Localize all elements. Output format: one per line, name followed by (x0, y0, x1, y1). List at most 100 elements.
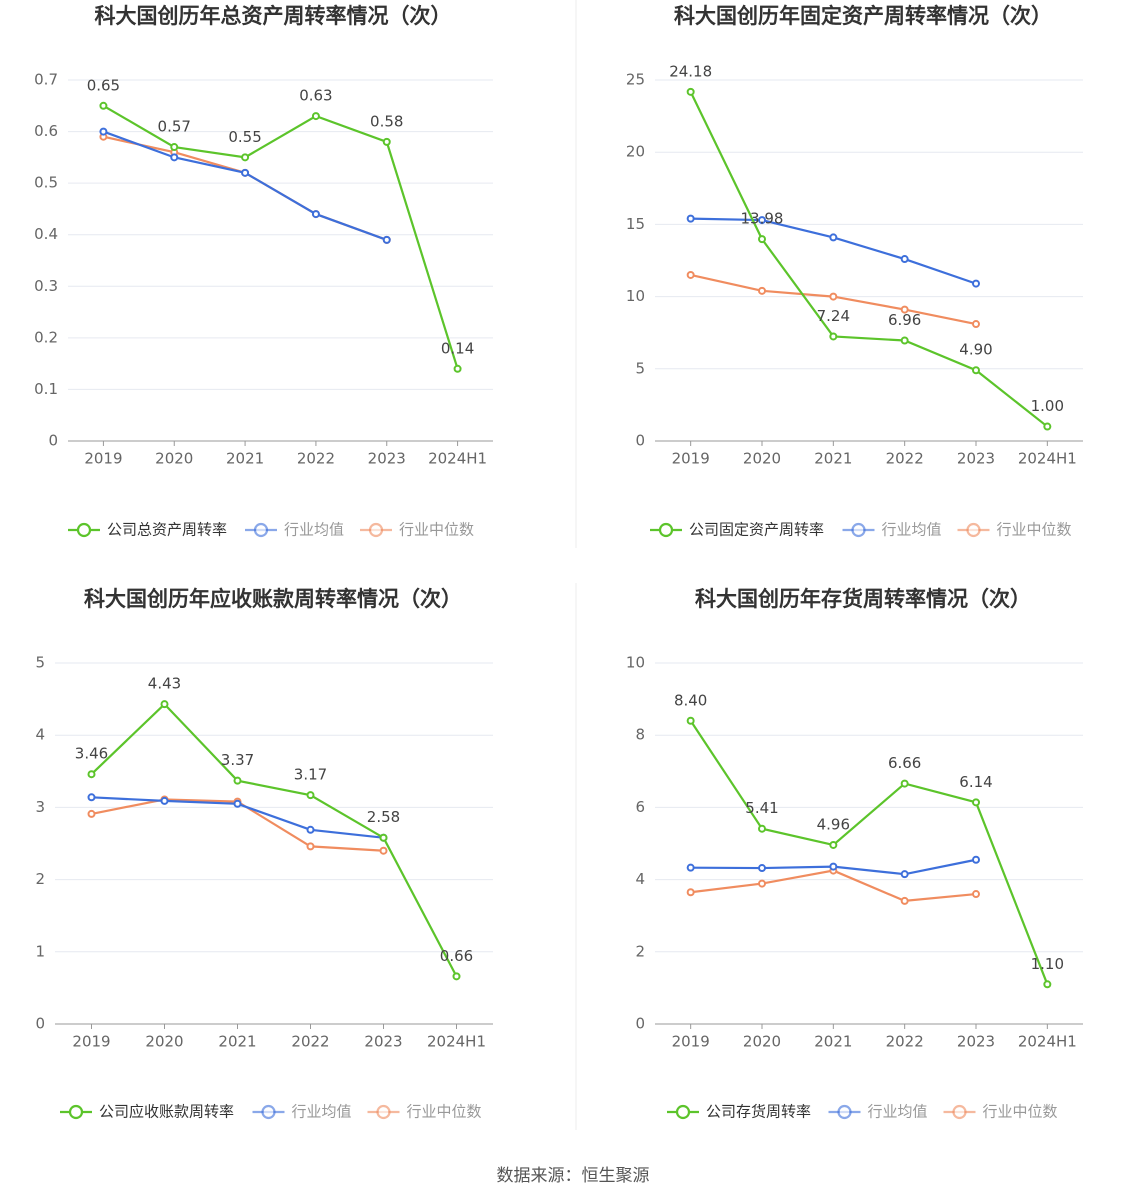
x-tick-label: 2019 (84, 450, 122, 468)
point (241, 153, 250, 162)
series-line (690, 217, 977, 285)
point (233, 799, 242, 808)
chart-title: 科大国创历年固定资产周转率情况（次） (674, 4, 1052, 28)
x-tick-label: 2019 (72, 1033, 110, 1051)
x-tick-label: 2024H1 (428, 450, 487, 468)
legend-label: 公司存货周转率 (706, 1103, 811, 1121)
data-label: 7.24 (817, 307, 850, 325)
point (99, 101, 108, 110)
series-line (689, 91, 1049, 428)
point (379, 833, 388, 842)
point (241, 168, 250, 177)
y-tick-label: 5 (35, 654, 45, 672)
x-tick-label: 2021 (814, 1033, 852, 1051)
series-line (690, 869, 977, 903)
x-tick-label: 2022 (291, 1033, 329, 1051)
point (972, 320, 980, 329)
y-tick-label: 15 (626, 215, 645, 233)
point (900, 779, 909, 788)
x-tick-label: 2024H1 (427, 1033, 486, 1051)
y-tick-label: 10 (626, 654, 645, 672)
legend-marker (837, 1104, 852, 1120)
point (900, 870, 909, 879)
series-line (90, 702, 458, 977)
x-tick-label: 2022 (297, 450, 335, 468)
x-tick-label: 2020 (145, 1033, 183, 1051)
data-label: 6.96 (888, 311, 921, 329)
data-label: 0.65 (87, 76, 120, 94)
source: 数据来源：恒生聚源 (497, 1166, 650, 1186)
point (758, 824, 766, 833)
point (382, 235, 391, 244)
data-label: 3.17 (294, 766, 327, 784)
legend-marker (851, 522, 866, 538)
x-tick-label: 2021 (814, 450, 852, 468)
y-tick-label: 2 (635, 942, 645, 960)
legend-label: 公司应收账款周转率 (99, 1103, 234, 1121)
point (758, 286, 766, 295)
point (829, 862, 838, 871)
data-label: 0.58 (370, 112, 403, 130)
legend-label: 行业中位数 (983, 1103, 1058, 1121)
y-tick-label: 0.6 (34, 122, 58, 140)
point (160, 796, 169, 805)
point (311, 112, 320, 121)
data-label: 4.90 (959, 341, 992, 359)
x-tick-label: 2024H1 (1018, 450, 1077, 468)
data-label: 8.40 (674, 691, 707, 709)
point (160, 700, 169, 709)
point (170, 143, 179, 152)
y-tick-label: 0.1 (34, 380, 58, 398)
point (972, 798, 980, 807)
point (306, 791, 315, 800)
point (686, 716, 695, 725)
point (829, 233, 838, 242)
x-tick-label: 2022 (886, 450, 924, 468)
y-tick-label: 20 (626, 143, 645, 161)
point (686, 87, 695, 96)
legend-marker (966, 522, 981, 538)
y-tick-label: 0.7 (34, 71, 58, 89)
x-tick-label: 2023 (957, 450, 995, 468)
y-tick-label: 25 (626, 71, 645, 89)
x-tick-label: 2021 (226, 450, 264, 468)
y-tick-label: 10 (626, 287, 645, 305)
y-tick-label: 0.3 (34, 277, 58, 295)
data-label: 0.14 (441, 339, 474, 357)
point (686, 270, 695, 279)
y-tick-label: 8 (635, 726, 645, 744)
point (379, 846, 388, 855)
point (382, 137, 391, 146)
y-tick-label: 0 (48, 432, 58, 450)
x-tick-label: 2024H1 (1018, 1033, 1077, 1051)
y-tick-label: 4 (35, 726, 45, 744)
x-tick-label: 2020 (743, 1033, 781, 1051)
x-tick-label: 2020 (155, 450, 193, 468)
point (972, 855, 980, 864)
y-tick-label: 0 (635, 1015, 645, 1033)
legend-label: 行业均值 (292, 1103, 352, 1121)
x-tick-label: 2022 (886, 1033, 924, 1051)
y-tick-label: 2 (35, 870, 45, 888)
x-tick-label: 2020 (743, 450, 781, 468)
point (686, 888, 695, 897)
data-label: 5.41 (745, 799, 778, 817)
y-tick-label: 3 (35, 798, 45, 816)
data-label: 2.58 (367, 808, 400, 826)
point (1043, 422, 1052, 431)
point (972, 890, 980, 899)
legend-marker (675, 1104, 691, 1120)
series-line (102, 104, 459, 370)
y-tick-label: 4 (635, 870, 645, 888)
point (900, 305, 909, 314)
point (99, 127, 108, 136)
point (900, 896, 909, 905)
legend-marker (658, 522, 674, 538)
data-label: 13.98 (741, 210, 784, 228)
y-tick-label: 5 (635, 359, 645, 377)
data-label: 4.96 (817, 815, 850, 833)
point (829, 292, 838, 301)
data-label: 24.18 (669, 62, 712, 80)
point (758, 879, 766, 888)
